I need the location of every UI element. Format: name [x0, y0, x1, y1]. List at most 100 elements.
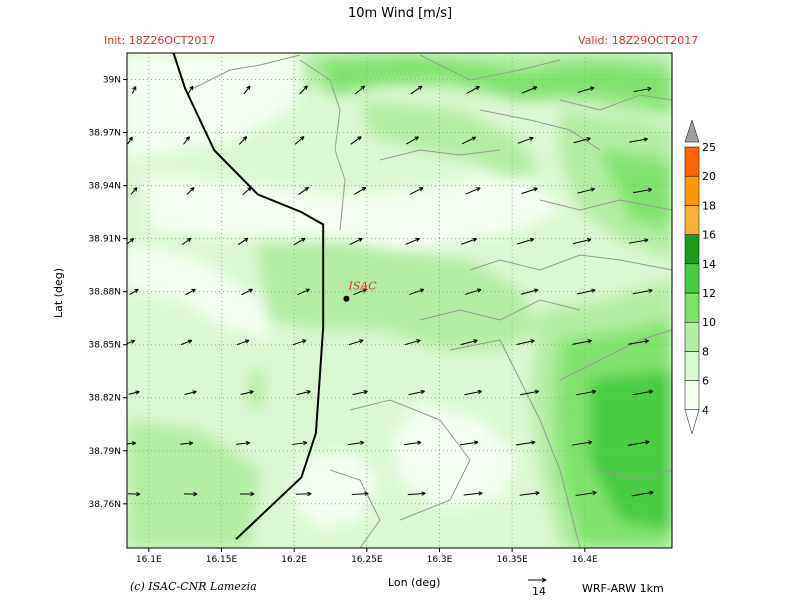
- colorbar-level-label: 18: [702, 199, 716, 212]
- wind-vector: [521, 187, 538, 195]
- wind-vector: [520, 288, 539, 295]
- wind-vector: [408, 389, 425, 396]
- y-tick-label: 38.94N: [89, 182, 122, 192]
- y-tick-label: 39N: [103, 76, 121, 86]
- wind-vector: [237, 237, 249, 246]
- x-tick-label: 16.4E: [572, 555, 598, 565]
- wind-vector: [354, 85, 366, 95]
- wind-vector: [576, 389, 597, 396]
- wind-vector: [464, 389, 482, 396]
- wind-vector: [180, 440, 194, 446]
- colorbar-level-label: 25: [702, 141, 716, 154]
- wind-vector: [184, 390, 197, 395]
- colorbar-level-label: 12: [702, 287, 716, 300]
- lat-lon-grid: [127, 53, 672, 548]
- wind-vector: [297, 288, 310, 296]
- colorbar-level-label: 14: [702, 258, 716, 271]
- init-time-label: Init: 18Z26OCT2017: [104, 34, 216, 47]
- wind-vector: [127, 237, 135, 245]
- wind-vector: [186, 187, 195, 195]
- wind-vector: [127, 136, 133, 145]
- coastline: [172, 53, 325, 540]
- wind-vector: [633, 187, 653, 194]
- wind-vector: [631, 490, 654, 497]
- wind-vector: [404, 339, 421, 346]
- colorbar-segment: [684, 380, 700, 411]
- wind-vector: [459, 440, 479, 446]
- y-axis-ticks: 39N 38.97N 38.94N 38.91N 38.88N 38.85N 38.82N 3…: [89, 76, 127, 510]
- wind-vector: [296, 390, 311, 396]
- colorbar-level-label: 6: [702, 375, 709, 388]
- wind-vector: [406, 136, 419, 145]
- wind-vector: [236, 339, 250, 346]
- wind-vector: [349, 237, 363, 246]
- reference-vector-value: 14: [532, 585, 546, 598]
- wind-vector: [466, 86, 480, 94]
- wind-vector: [517, 136, 534, 144]
- wind-vector: [353, 187, 367, 195]
- wind-vector: [129, 288, 139, 296]
- y-tick-label: 38.76N: [89, 500, 122, 510]
- x-tick-label: 16.35E: [496, 555, 528, 565]
- colorbar-level-label: 16: [702, 229, 716, 242]
- wind-vector: [180, 339, 193, 346]
- wind-vector: [353, 288, 368, 296]
- wind-vector: [403, 440, 422, 446]
- wind-vector: [519, 491, 540, 496]
- wind-vector: [522, 86, 538, 94]
- colorbar-segment: [684, 205, 700, 235]
- wind-vector: [238, 136, 248, 145]
- x-tick-label: 16.15E: [206, 555, 238, 565]
- x-axis-label: Lon (deg): [388, 576, 441, 589]
- model-label: WRF-ARW 1km: [582, 582, 664, 595]
- wind-vector: [573, 136, 591, 144]
- wind-vector: [240, 390, 254, 396]
- station-dot: [343, 295, 350, 302]
- wind-vector-field: [127, 85, 654, 497]
- wind-vector: [351, 491, 369, 496]
- wind-vector: [183, 491, 198, 497]
- wind-vector: [409, 187, 424, 195]
- wind-vector: [181, 237, 192, 246]
- x-tick-label: 16.25E: [351, 555, 383, 565]
- wind-vector: [577, 86, 595, 93]
- wind-vector: [628, 339, 649, 345]
- wind-vector: [461, 237, 477, 245]
- wind-vector: [243, 85, 251, 95]
- wind-vector: [572, 238, 592, 245]
- wind-vector: [127, 491, 141, 497]
- wind-vector: [577, 187, 595, 194]
- wind-vector: [633, 86, 652, 93]
- wind-vector: [292, 440, 308, 446]
- wind-vector: [127, 441, 136, 446]
- y-tick-label: 38.82N: [89, 394, 122, 404]
- colorbar-segment: [684, 351, 700, 381]
- wind-vector: [350, 136, 362, 145]
- colorbar: 4 6 8 10 12 14 16 18 20 25: [684, 119, 716, 435]
- wind-vector: [515, 440, 536, 446]
- colorbar-level-label: 8: [702, 345, 709, 358]
- colorbar-level-label: 10: [702, 316, 716, 329]
- wind-vector: [239, 491, 255, 497]
- wind-vector: [128, 390, 140, 395]
- wind-vector: [576, 288, 596, 295]
- colorbar-segment: [684, 292, 700, 323]
- colorbar-segment: [684, 175, 700, 206]
- wind-vector: [464, 288, 482, 295]
- wind-vector: [127, 339, 136, 345]
- wind-vector: [520, 389, 540, 396]
- wind-vector: [183, 136, 190, 145]
- y-tick-label: 38.88N: [89, 288, 122, 298]
- wind-vector: [627, 440, 650, 446]
- colorbar-bottom-tip: [684, 409, 700, 435]
- wind-vector: [295, 491, 312, 497]
- wind-vector: [571, 440, 593, 446]
- y-tick-label: 38.79N: [89, 447, 122, 457]
- wind-speed-field: [127, 53, 672, 548]
- colorbar-segment: [684, 321, 700, 352]
- colorbar-segment: [684, 263, 700, 294]
- wind-vector: [461, 136, 477, 145]
- wind-vector: [294, 136, 305, 145]
- wind-vector: [348, 440, 365, 446]
- y-tick-label: 38.97N: [89, 129, 122, 139]
